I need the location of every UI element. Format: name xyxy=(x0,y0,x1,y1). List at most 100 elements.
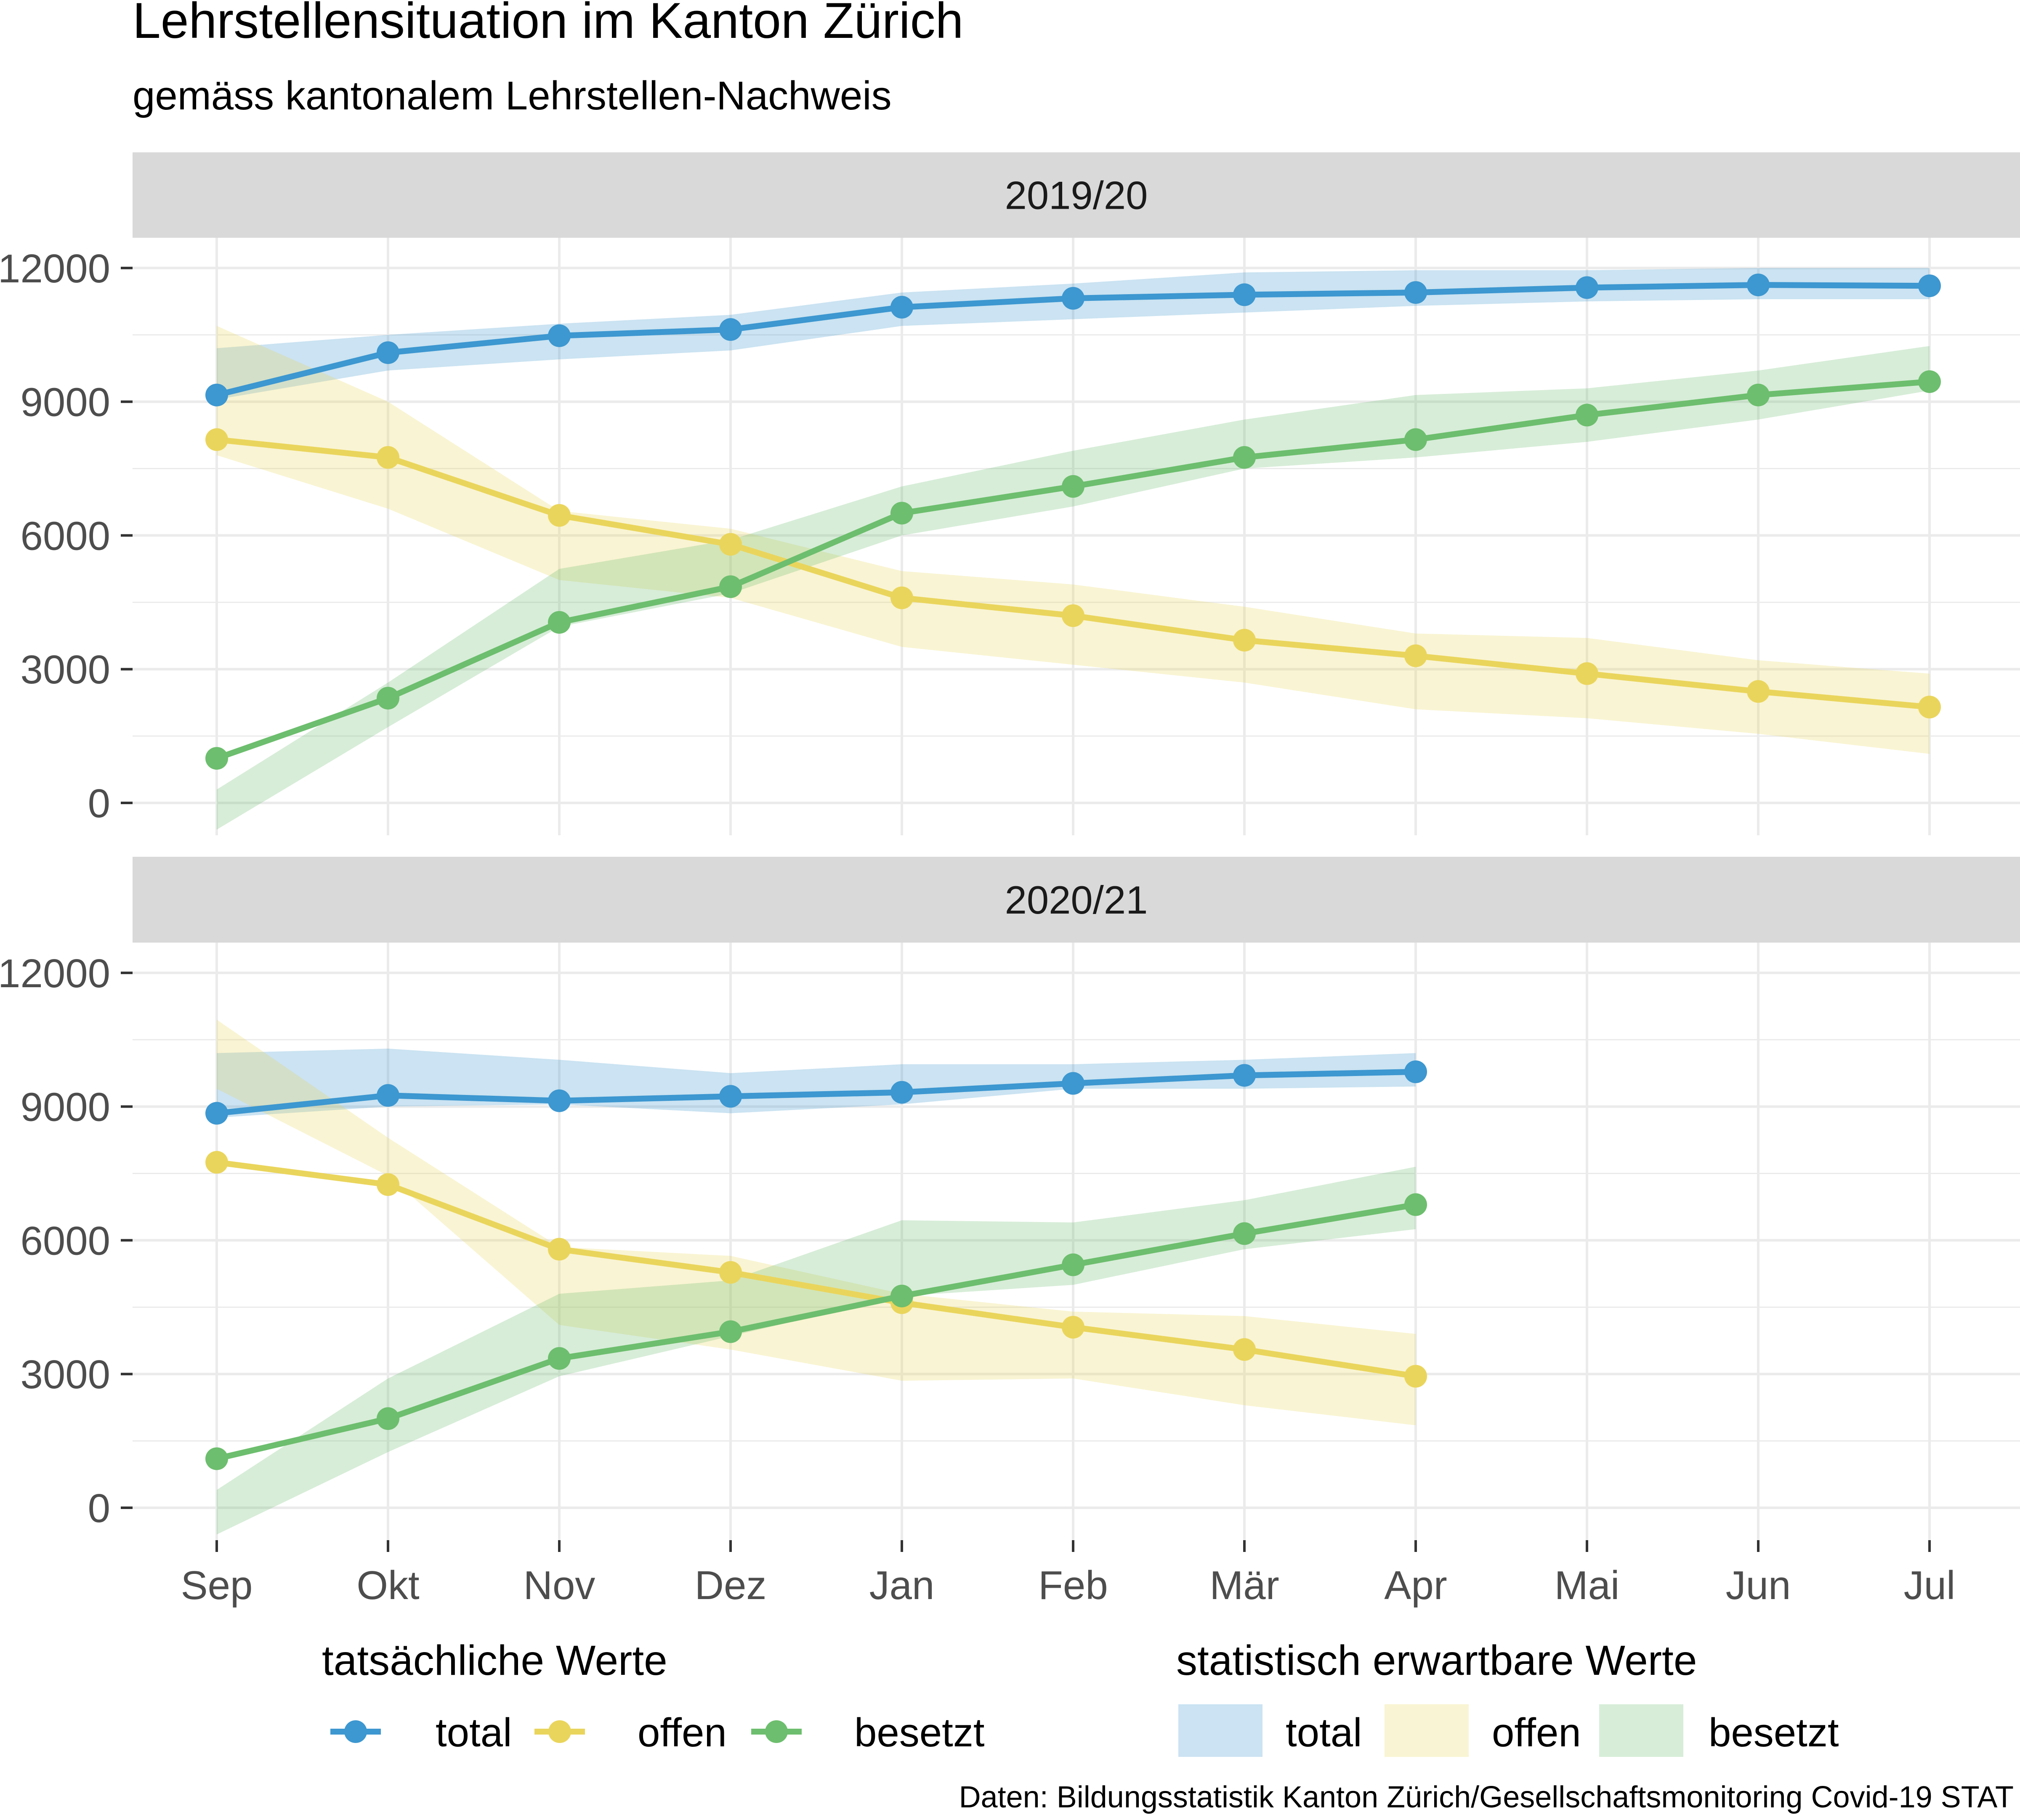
legend: tatsächliche Werte statistisch erwartbar… xyxy=(322,1637,1839,1757)
point-total-Sep xyxy=(205,1102,228,1125)
facet-panels: 2019/20 0 3000 6000 9000 12000 2020/21 0 3000 600… xyxy=(0,152,2020,1540)
point-besetzt-Nov xyxy=(548,611,571,634)
point-besetzt-Mai xyxy=(1576,404,1598,427)
point-offen-Sep xyxy=(205,428,228,451)
line-offen xyxy=(216,1159,1417,1379)
series-offen xyxy=(205,1151,1427,1388)
facet-strip-label: 2019/20 xyxy=(1005,173,1148,218)
legend-label: offen xyxy=(1492,1710,1581,1755)
chart-subtitle: gemäss kantonalem Lehrstellen-Nachweis xyxy=(133,73,892,118)
point-total-Mär xyxy=(1233,1064,1256,1087)
legend-fill-key xyxy=(1599,1704,1683,1757)
point-offen-Mai xyxy=(1576,662,1598,685)
y-tick-label: 6000 xyxy=(20,513,110,558)
point-offen-Feb xyxy=(1062,1315,1084,1339)
series-total xyxy=(205,274,1941,407)
point-total-Okt xyxy=(377,1084,399,1107)
point-total-Apr xyxy=(1404,281,1427,304)
point-offen-Mär xyxy=(1233,629,1256,652)
point-total-Jan xyxy=(890,296,913,319)
gridlines xyxy=(133,943,2020,1540)
point-offen-Mär xyxy=(1233,1338,1256,1361)
y-tick-label: 0 xyxy=(88,1486,110,1531)
point-total-Jun xyxy=(1747,274,1770,297)
legend-actual-offen: offen xyxy=(534,1710,727,1755)
point-besetzt-Sep xyxy=(205,1447,228,1470)
legend-point-key xyxy=(765,1720,788,1743)
legend-title-expected: statistisch erwartbare Werte xyxy=(1176,1637,1697,1684)
series-besetzt xyxy=(205,1193,1427,1470)
point-offen-Jan xyxy=(890,586,913,609)
series-besetzt xyxy=(205,370,1941,770)
legend-point-key xyxy=(344,1720,367,1743)
point-total-Okt xyxy=(377,341,399,364)
legend-actual-items: total offen besetzt xyxy=(330,1710,985,1755)
legend-label: besetzt xyxy=(854,1710,985,1755)
point-besetzt-Jul xyxy=(1918,370,1941,393)
facet-strip xyxy=(133,152,2020,238)
point-total-Mai xyxy=(1576,276,1598,299)
ribbon-offen xyxy=(217,326,1930,754)
legend-label: total xyxy=(1286,1710,1362,1755)
point-offen-Dez xyxy=(719,533,742,556)
x-tick-label: Apr xyxy=(1384,1563,1447,1608)
y-tick-label: 6000 xyxy=(20,1218,110,1263)
chart-title: Lehrstellensituation im Kanton Zürich xyxy=(133,0,963,49)
legend-label: besetzt xyxy=(1709,1710,1839,1755)
point-offen-Apr xyxy=(1404,644,1427,667)
point-besetzt-Dez xyxy=(719,1320,742,1343)
legend-expected-besetzt: besetzt xyxy=(1599,1704,1839,1757)
ribbon-total xyxy=(217,268,1930,400)
x-tick-label: Feb xyxy=(1038,1563,1108,1608)
point-besetzt-Jan xyxy=(890,1284,913,1307)
facet-strip xyxy=(133,857,2020,943)
point-offen-Feb xyxy=(1062,604,1084,627)
y-tick-label: 3000 xyxy=(20,1352,110,1397)
point-total-Jan xyxy=(890,1081,913,1104)
point-besetzt-Mär xyxy=(1233,446,1256,469)
legend-fill-key xyxy=(1178,1704,1262,1757)
x-tick-label: Nov xyxy=(524,1563,595,1608)
point-besetzt-Okt xyxy=(377,1407,399,1430)
point-total-Dez xyxy=(719,318,742,341)
x-tick-label: Dez xyxy=(695,1563,767,1608)
point-offen-Dez xyxy=(719,1261,742,1284)
point-offen-Jul xyxy=(1918,696,1941,719)
point-besetzt-Sep xyxy=(205,747,228,770)
x-tick-label: Mai xyxy=(1555,1563,1620,1608)
point-total-Feb xyxy=(1062,1072,1084,1095)
legend-expected-items: total offen besetzt xyxy=(1178,1704,1839,1757)
x-tick-label: Sep xyxy=(181,1563,253,1608)
y-tick-label: 3000 xyxy=(20,647,110,692)
x-tick-label: Jun xyxy=(1726,1563,1791,1608)
legend-fill-key xyxy=(1385,1704,1469,1757)
point-total-Apr xyxy=(1404,1060,1427,1084)
point-besetzt-Feb xyxy=(1062,475,1084,498)
panel-2019-20: 2019/20 0 3000 6000 9000 12000 xyxy=(0,152,2020,835)
legend-actual-total: total xyxy=(330,1710,512,1755)
legend-expected-offen: offen xyxy=(1385,1704,1581,1757)
point-besetzt-Apr xyxy=(1404,428,1427,451)
x-tick-label: Mär xyxy=(1209,1563,1279,1608)
point-besetzt-Mär xyxy=(1233,1222,1256,1245)
y-tick-label: 12000 xyxy=(0,246,110,291)
x-tick-label: Jan xyxy=(869,1563,935,1608)
x-tick-label: Jul xyxy=(1904,1563,1956,1608)
legend-expected-total: total xyxy=(1178,1704,1362,1757)
point-total-Feb xyxy=(1062,287,1084,310)
line-besetzt xyxy=(216,1201,1417,1462)
series-offen xyxy=(205,428,1941,719)
y-tick-label: 12000 xyxy=(0,951,110,996)
y-tick-label: 9000 xyxy=(20,1085,110,1130)
point-total-Nov xyxy=(548,324,571,347)
point-total-Jul xyxy=(1918,274,1941,298)
x-axis: Sep Okt Nov Dez Jan Feb Mär Apr Mai Jun Jul xyxy=(181,1540,1956,1608)
point-besetzt-Apr xyxy=(1404,1193,1427,1216)
gridlines xyxy=(133,238,2020,835)
line-total xyxy=(216,1069,1416,1116)
point-besetzt-Jun xyxy=(1747,383,1770,407)
facet-strip-label: 2020/21 xyxy=(1005,878,1148,922)
legend-actual-besetzt: besetzt xyxy=(751,1710,985,1755)
point-offen-Sep xyxy=(205,1151,228,1174)
